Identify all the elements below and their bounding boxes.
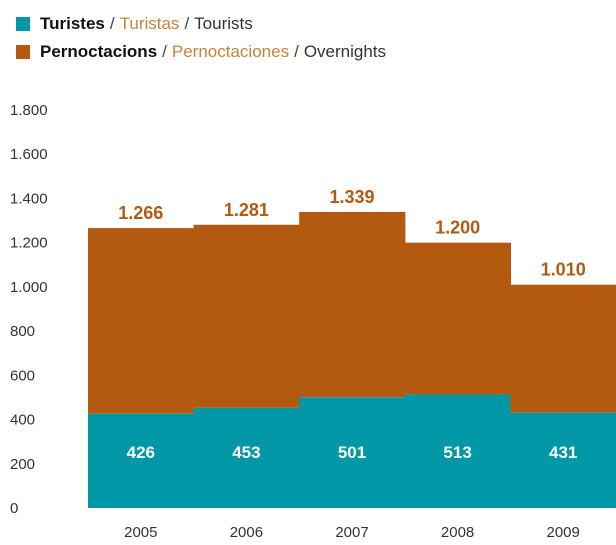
legend-separator: / <box>162 42 167 61</box>
x-tick-label: 2006 <box>230 524 263 541</box>
bar-overnights <box>299 211 406 398</box>
data-label-overnights: 1.339 <box>329 187 374 207</box>
y-tick-label: 200 <box>10 456 35 473</box>
legend: Turistes / Turistas / Tourists Pernoctac… <box>16 10 386 66</box>
bar-tourists <box>510 412 616 508</box>
bar-tourists <box>88 413 195 508</box>
bar-tourists <box>299 397 406 508</box>
legend-label-spanish: Turistas <box>119 14 180 33</box>
legend-label-catalan: Turistes <box>40 14 105 33</box>
bar-tourists <box>193 407 300 508</box>
y-tick-label: 600 <box>10 367 35 384</box>
bar-overnights <box>404 242 511 395</box>
y-tick-label: 1.000 <box>10 279 48 296</box>
x-tick-label: 2008 <box>441 524 474 541</box>
legend-label-english: Overnights <box>303 42 387 61</box>
legend-label-english: Tourists <box>194 14 253 33</box>
bar-overnights <box>88 228 195 414</box>
legend-swatch-tourists <box>16 17 30 31</box>
y-tick-label: 1.200 <box>10 235 48 252</box>
x-tick-label: 2009 <box>547 524 580 541</box>
x-tick-label: 2005 <box>124 524 157 541</box>
legend-separator: / <box>109 14 115 33</box>
data-label-overnights: 1.010 <box>541 260 586 280</box>
y-tick-label: 400 <box>10 412 35 429</box>
x-tick-label: 2007 <box>335 524 368 541</box>
legend-separator: / <box>294 42 299 61</box>
bar-tourists <box>404 394 511 508</box>
bar-overnights <box>193 224 300 408</box>
data-label-overnights: 1.281 <box>224 200 269 220</box>
legend-label-catalan: Pernoctacions <box>40 42 158 61</box>
y-tick-label: 1.600 <box>10 146 48 163</box>
bar-overnights <box>510 284 616 413</box>
data-label-tourists: 513 <box>443 443 471 462</box>
data-label-tourists: 431 <box>549 443 577 462</box>
data-label-tourists: 501 <box>338 443 366 462</box>
legend-swatch-overnights <box>16 45 30 59</box>
legend-item-tourists: Turistes / Turistas / Tourists <box>16 10 386 38</box>
legend-separator: / <box>184 14 190 33</box>
y-tick-label: 1.800 <box>10 102 48 119</box>
y-tick-label: 0 <box>10 500 18 517</box>
legend-label-spanish: Pernoctaciones <box>171 42 290 61</box>
data-label-overnights: 1.266 <box>118 203 163 223</box>
data-label-tourists: 426 <box>127 443 155 462</box>
y-tick-label: 800 <box>10 323 35 340</box>
legend-item-overnights: Pernoctacions / Pernoctaciones / Overnig… <box>16 38 386 66</box>
y-tick-label: 1.400 <box>10 190 48 207</box>
data-label-overnights: 1.200 <box>435 218 480 238</box>
data-label-tourists: 453 <box>232 443 260 462</box>
